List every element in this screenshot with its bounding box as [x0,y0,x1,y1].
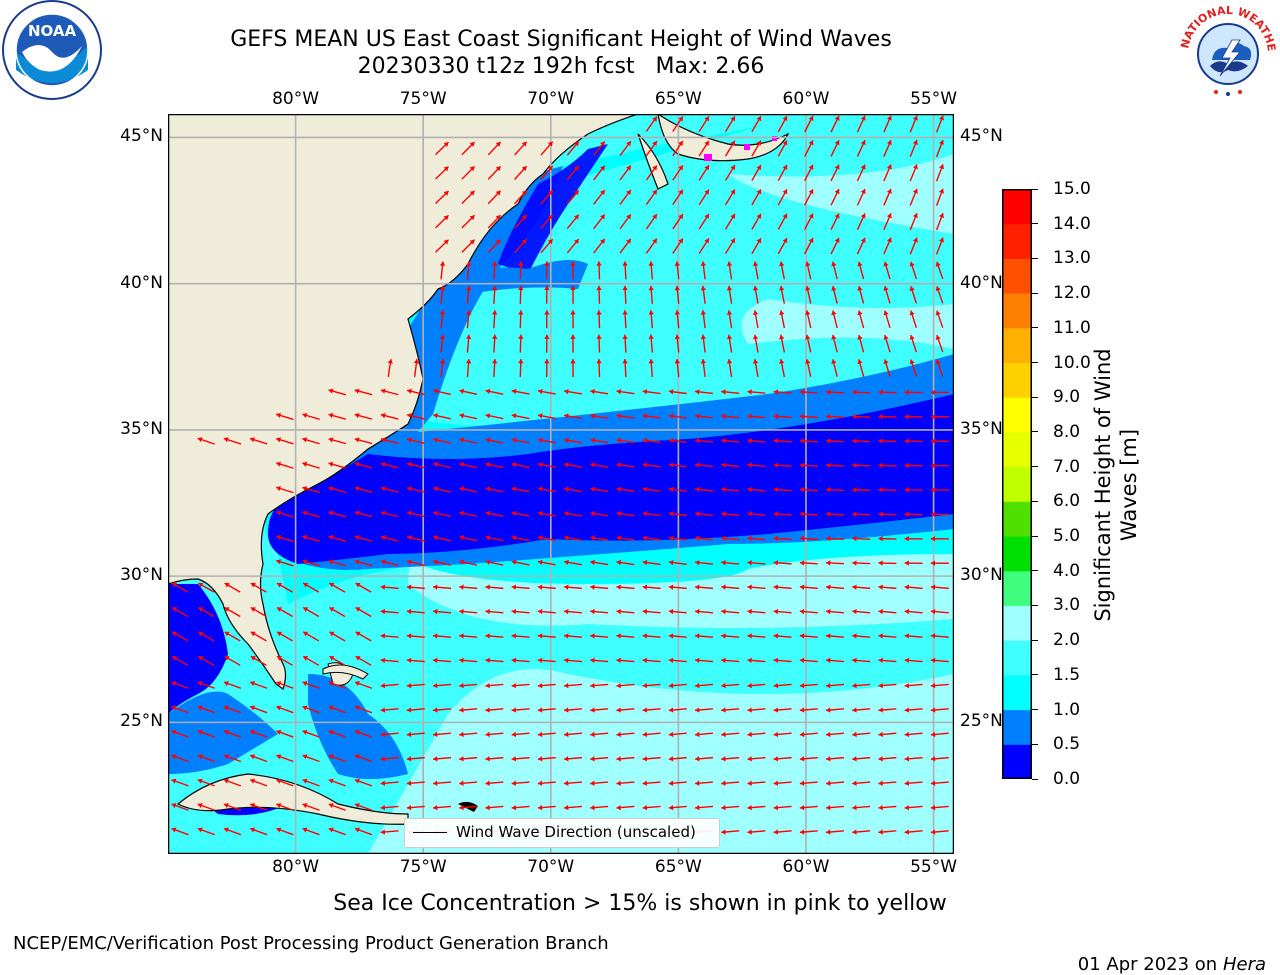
colorbar-label: Significant Height of Wind Waves [m] [1090,325,1142,645]
lat-tick-right: 35°N [960,419,1003,439]
colorbar-segment [1002,640,1032,675]
chart-subtitle: 20230330 t12z 192h fcst Max: 2.66 [160,54,962,79]
lon-tick-bottom: 60°W [783,857,830,877]
colorbar-segment [1002,605,1032,640]
colorbar-tick-mark [1032,570,1038,571]
colorbar-segment [1002,328,1032,363]
sea-ice-patch-2 [744,144,750,150]
colorbar-segment [1002,571,1032,606]
lon-tick-bottom: 80°W [272,857,319,877]
map-canvas [168,114,954,854]
lon-tick-top: 70°W [527,89,574,109]
colorbar-segment [1002,224,1032,259]
lon-tick-bottom: 65°W [655,857,702,877]
colorbar-tick-mark [1032,327,1038,328]
colorbar-tick: 11.0 [1053,318,1091,338]
lon-tick-bottom: 75°W [400,857,447,877]
footer-date: 01 Apr 2023 on [1078,954,1223,975]
colorbar-tick: 5.0 [1053,526,1080,546]
colorbar-tick: 10.0 [1053,353,1091,373]
noaa-logo: NOAA [0,0,104,104]
colorbar-tick: 1.5 [1053,665,1080,685]
colorbar-segment [1002,432,1032,467]
colorbar-tick-mark [1032,536,1038,537]
lat-tick-left: 30°N [120,565,163,585]
colorbar-segment [1002,744,1032,779]
footer-right: 01 Apr 2023 on Hera [1066,933,1266,975]
lon-tick-top: 80°W [272,89,319,109]
colorbar-tick-mark [1032,466,1038,467]
map-legend: Wind Wave Direction (unscaled) [404,818,720,848]
colorbar-tick-mark [1032,431,1038,432]
colorbar-tick: 7.0 [1053,457,1080,477]
lat-tick-left: 35°N [120,419,163,439]
colorbar-tick-mark [1032,223,1038,224]
lon-tick-top: 75°W [400,89,447,109]
lon-tick-bottom: 70°W [527,857,574,877]
colorbar-tick: 0.5 [1053,734,1080,754]
sea-ice-note: Sea Ice Concentration > 15% is shown in … [160,891,1120,916]
sea-ice-patch [704,154,712,161]
colorbar-tick: 8.0 [1053,422,1080,442]
lat-tick-right: 25°N [960,711,1003,731]
colorbar-tick-mark [1032,501,1038,502]
colorbar-tick-mark [1032,709,1038,710]
lon-tick-top: 55°W [910,89,957,109]
lat-tick-left: 25°N [120,711,163,731]
colorbar-tick-mark [1032,744,1038,745]
colorbar-segment [1002,675,1032,710]
colorbar-segment [1002,293,1032,328]
colorbar-tick: 2.0 [1053,630,1080,650]
lat-tick-left: 45°N [120,126,163,146]
colorbar-segment [1002,363,1032,398]
footer-left: NCEP/EMC/Verification Post Processing Pr… [13,933,609,954]
colorbar-tick: 3.0 [1053,595,1080,615]
noaa-logo-text: NOAA [28,22,77,40]
colorbar-segment [1002,258,1032,293]
lat-tick-right: 45°N [960,126,1003,146]
colorbar-tick: 15.0 [1053,179,1091,199]
colorbar-tick: 14.0 [1053,214,1091,234]
colorbar-tick-mark [1032,362,1038,363]
colorbar-tick-mark [1032,189,1038,190]
colorbar-tick: 6.0 [1053,491,1080,511]
colorbar-segment [1002,467,1032,502]
colorbar-segment [1002,397,1032,432]
colorbar-tick-mark [1032,605,1038,606]
colorbar-tick-mark [1032,779,1038,780]
chart-title: GEFS MEAN US East Coast Significant Heig… [160,27,962,52]
lat-tick-left: 40°N [120,273,163,293]
colorbar-tick: 0.0 [1053,769,1080,789]
lon-tick-top: 65°W [655,89,702,109]
colorbar [1002,189,1032,779]
colorbar-segment [1002,536,1032,571]
legend-line-swatch [413,832,447,833]
lon-tick-top: 60°W [783,89,830,109]
colorbar-tick: 9.0 [1053,387,1080,407]
legend-label: Wind Wave Direction (unscaled) [456,823,696,841]
colorbar-tick: 13.0 [1053,248,1091,268]
colorbar-tick-mark [1032,674,1038,675]
colorbar-tick-mark [1032,293,1038,294]
lat-tick-right: 30°N [960,565,1003,585]
colorbar-segment [1002,189,1032,224]
colorbar-tick-mark [1032,640,1038,641]
colorbar-tick: 4.0 [1053,561,1080,581]
colorbar-tick: 1.0 [1053,700,1080,720]
colorbar-tick: 12.0 [1053,283,1091,303]
colorbar-tick-mark [1032,258,1038,259]
footer-host: Hera [1223,954,1266,975]
lat-tick-right: 40°N [960,273,1003,293]
colorbar-tick-mark [1032,397,1038,398]
colorbar-segment [1002,501,1032,536]
lon-tick-bottom: 55°W [910,857,957,877]
nws-logo: NATIONAL WEATHER SERVICE [1176,0,1280,104]
map-panel [168,114,954,854]
colorbar-segment [1002,710,1032,745]
